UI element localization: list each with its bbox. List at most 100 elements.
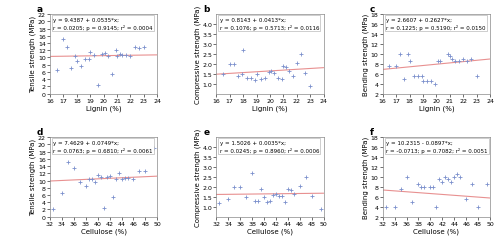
Point: [230, 185, 238, 189]
Point: [472, 75, 480, 79]
Point: [130, 177, 138, 181]
Point: [266, 199, 274, 203]
Point: [219, 72, 227, 76]
Point: [436, 60, 444, 64]
Point: [447, 180, 455, 184]
Point: [419, 80, 427, 84]
Point: [85, 58, 93, 62]
Point: [94, 83, 102, 87]
Point: [90, 181, 98, 185]
X-axis label: Cellulose (%): Cellulose (%): [414, 227, 460, 234]
Point: [120, 176, 128, 180]
Point: [287, 188, 295, 192]
Point: [392, 65, 400, 69]
X-axis label: Lignin (%): Lignin (%): [252, 105, 288, 111]
Point: [112, 177, 120, 181]
Point: [140, 46, 148, 50]
Point: [275, 194, 283, 198]
Point: [448, 57, 456, 61]
Text: e: e: [204, 127, 210, 136]
Point: [254, 199, 262, 203]
Point: [247, 76, 255, 80]
Point: [290, 192, 298, 196]
Point: [224, 197, 232, 201]
Point: [316, 207, 324, 211]
Point: [474, 205, 482, 209]
Text: y = 10.2315 - 0.0897*x;
r = -0.0713; p = 0.7082; r² = 0.0051: y = 10.2315 - 0.0897*x; r = -0.0713; p =…: [386, 140, 488, 153]
Point: [108, 72, 116, 76]
Point: [90, 53, 98, 57]
Text: y = 1.5026 + 0.0035*x;
r = 0.0245; p = 0.8960; r² = 0.0006: y = 1.5026 + 0.0035*x; r = 0.0245; p = 0…: [220, 140, 319, 153]
Point: [142, 170, 150, 174]
Point: [269, 193, 277, 197]
Point: [101, 52, 109, 56]
Point: [432, 205, 440, 209]
Point: [106, 174, 114, 178]
Point: [73, 60, 81, 64]
Text: y = 0.8143 + 0.0413*x;
r = 0.1076; p = 0.5713; r² = 0.0116: y = 0.8143 + 0.0413*x; r = 0.1076; p = 0…: [220, 17, 319, 30]
Point: [451, 60, 459, 64]
Point: [414, 183, 422, 187]
Point: [70, 166, 78, 170]
Y-axis label: Tensile strength (MPa): Tensile strength (MPa): [30, 139, 36, 216]
Point: [408, 200, 416, 204]
Point: [453, 173, 461, 177]
Point: [459, 57, 467, 61]
Point: [424, 150, 432, 154]
Point: [248, 171, 256, 175]
Point: [136, 170, 143, 174]
Point: [122, 53, 130, 57]
Point: [444, 178, 452, 182]
Point: [85, 177, 93, 181]
X-axis label: Cellulose (%): Cellulose (%): [80, 227, 126, 234]
Point: [134, 47, 142, 51]
Point: [402, 175, 410, 179]
Point: [263, 200, 271, 204]
Point: [296, 184, 304, 188]
Point: [64, 45, 72, 49]
Point: [126, 54, 134, 58]
Point: [444, 53, 452, 57]
Point: [252, 72, 260, 76]
Point: [455, 60, 463, 64]
Point: [289, 74, 297, 78]
Point: [82, 184, 90, 188]
Point: [468, 183, 476, 187]
Point: [446, 55, 454, 59]
Point: [113, 54, 121, 58]
Text: y = 9.4387 + 0.0535*x;
r = 0.0205; p = 0.9145; r² = 0.0004: y = 9.4387 + 0.0535*x; r = 0.0205; p = 0…: [53, 17, 152, 30]
Point: [96, 175, 104, 179]
Point: [293, 61, 301, 66]
Point: [404, 53, 412, 57]
Point: [49, 207, 57, 211]
Point: [281, 200, 289, 204]
Point: [431, 82, 439, 86]
Point: [436, 178, 444, 182]
Text: c: c: [370, 5, 375, 14]
Text: y = 2.6607 + 0.2627*x;
r = 0.1225; p = 0.5190; r² = 0.0150: y = 2.6607 + 0.2627*x; r = 0.1225; p = 0…: [386, 17, 486, 30]
Point: [308, 194, 316, 198]
Y-axis label: Compressive strength (MPa): Compressive strength (MPa): [194, 6, 201, 104]
Point: [251, 78, 259, 82]
Point: [104, 54, 112, 58]
Point: [243, 76, 251, 80]
Point: [264, 70, 272, 74]
Point: [52, 69, 60, 73]
Point: [274, 76, 282, 80]
Point: [116, 53, 124, 57]
Point: [81, 58, 89, 62]
Point: [306, 84, 314, 88]
Point: [98, 53, 106, 57]
Point: [256, 77, 264, 81]
Point: [396, 187, 404, 192]
Point: [100, 206, 108, 210]
Text: d: d: [37, 127, 44, 136]
Y-axis label: Compressive strength (MPa): Compressive strength (MPa): [194, 128, 201, 226]
Point: [420, 185, 428, 189]
Y-axis label: Bending strength (MPa): Bending strength (MPa): [363, 14, 370, 96]
Point: [427, 80, 435, 84]
Point: [130, 45, 138, 49]
Point: [467, 57, 475, 61]
Point: [400, 77, 408, 81]
Point: [268, 70, 276, 74]
